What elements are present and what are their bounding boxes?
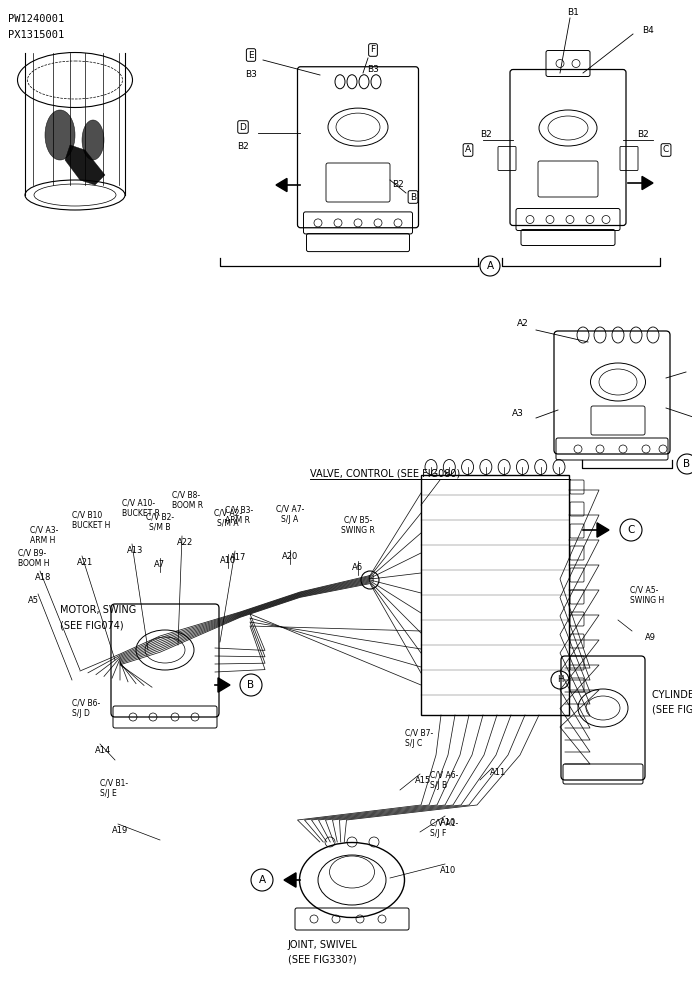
Text: C/V A3-
ARM H: C/V A3- ARM H — [30, 526, 58, 545]
Text: B2: B2 — [392, 180, 404, 189]
Text: C/V B5-
SWING R: C/V B5- SWING R — [341, 516, 375, 535]
Text: C/V A10-
BUCKET R: C/V A10- BUCKET R — [122, 499, 160, 518]
Text: A14: A14 — [95, 746, 111, 755]
Text: A20: A20 — [282, 552, 298, 561]
Text: A6: A6 — [352, 563, 363, 572]
Text: C/V B8-
BOOM R: C/V B8- BOOM R — [172, 491, 203, 510]
Text: A10: A10 — [440, 818, 456, 827]
Text: MOTOR, SWING: MOTOR, SWING — [60, 605, 136, 615]
Text: B2: B2 — [480, 130, 492, 139]
Text: CYLINDER, SWING: CYLINDER, SWING — [652, 690, 692, 700]
Text: A15: A15 — [415, 776, 431, 785]
Text: F: F — [370, 45, 376, 54]
Text: A21: A21 — [77, 558, 93, 567]
Text: B4: B4 — [642, 26, 654, 35]
Text: C/V A6-
S/J B: C/V A6- S/J B — [430, 771, 458, 790]
Polygon shape — [65, 145, 105, 185]
Text: B1: B1 — [567, 8, 579, 17]
Text: B2: B2 — [637, 130, 649, 139]
Text: B: B — [410, 192, 416, 202]
Text: C/V A1-
S/J F: C/V A1- S/J F — [430, 819, 458, 838]
Text: H: H — [557, 676, 563, 684]
Text: C: C — [663, 145, 669, 154]
Ellipse shape — [82, 120, 104, 160]
Text: A22: A22 — [177, 538, 193, 547]
Text: A3: A3 — [512, 409, 524, 418]
Text: C/V B6-
S/J D: C/V B6- S/J D — [72, 699, 100, 718]
Text: A10: A10 — [220, 556, 236, 565]
Text: VALVE, CONTROL (SEE FIG080): VALVE, CONTROL (SEE FIG080) — [310, 468, 460, 478]
Text: C: C — [628, 525, 635, 535]
Text: C/V B1-
S/J E: C/V B1- S/J E — [100, 779, 128, 798]
Text: B3: B3 — [245, 70, 257, 79]
Text: A: A — [486, 261, 493, 271]
Text: PW1240001: PW1240001 — [8, 14, 64, 24]
Text: A7: A7 — [154, 560, 165, 569]
Text: (SEE FIG013): (SEE FIG013) — [652, 705, 692, 715]
Text: A9: A9 — [645, 633, 656, 642]
Text: A2: A2 — [517, 319, 529, 328]
Text: A18: A18 — [35, 573, 51, 582]
Text: A: A — [258, 875, 266, 885]
Text: A: A — [465, 145, 471, 154]
Text: JOINT, SWIVEL: JOINT, SWIVEL — [287, 940, 357, 950]
Text: D: D — [239, 122, 246, 131]
Text: E: E — [248, 50, 254, 60]
Text: C/V A2-
S/M A: C/V A2- S/M A — [214, 509, 242, 528]
Text: (SEE FIG074): (SEE FIG074) — [60, 620, 124, 630]
Text: A19: A19 — [112, 826, 128, 835]
Polygon shape — [597, 523, 609, 537]
Text: C/V A5-
SWING H: C/V A5- SWING H — [630, 586, 664, 605]
Text: A5: A5 — [28, 596, 39, 605]
Text: H: H — [367, 576, 373, 584]
Polygon shape — [218, 678, 230, 692]
Text: C/V B10
BUCKET H: C/V B10 BUCKET H — [72, 511, 111, 530]
Text: B: B — [684, 459, 691, 469]
Text: B3: B3 — [367, 65, 379, 74]
Text: B2: B2 — [237, 142, 249, 151]
Text: C/V B2-
S/M B: C/V B2- S/M B — [146, 513, 174, 532]
Ellipse shape — [45, 110, 75, 160]
Text: C/V A7-
S/J A: C/V A7- S/J A — [276, 505, 304, 524]
Polygon shape — [284, 873, 296, 887]
Text: PX1315001: PX1315001 — [8, 30, 64, 40]
Polygon shape — [642, 176, 653, 190]
Text: (SEE FIG330?): (SEE FIG330?) — [288, 954, 356, 964]
Text: C/V B7-
S/J C: C/V B7- S/J C — [405, 729, 433, 748]
Text: A11: A11 — [490, 768, 507, 777]
Text: B: B — [248, 680, 255, 690]
Text: C/V B3-
ARM R: C/V B3- ARM R — [225, 506, 253, 525]
Text: A17: A17 — [230, 553, 246, 562]
Polygon shape — [276, 178, 287, 192]
Bar — [421, 475, 569, 715]
Text: A13: A13 — [127, 546, 143, 555]
Text: A10: A10 — [440, 866, 456, 875]
Text: C/V B9-
BOOM H: C/V B9- BOOM H — [18, 549, 50, 568]
